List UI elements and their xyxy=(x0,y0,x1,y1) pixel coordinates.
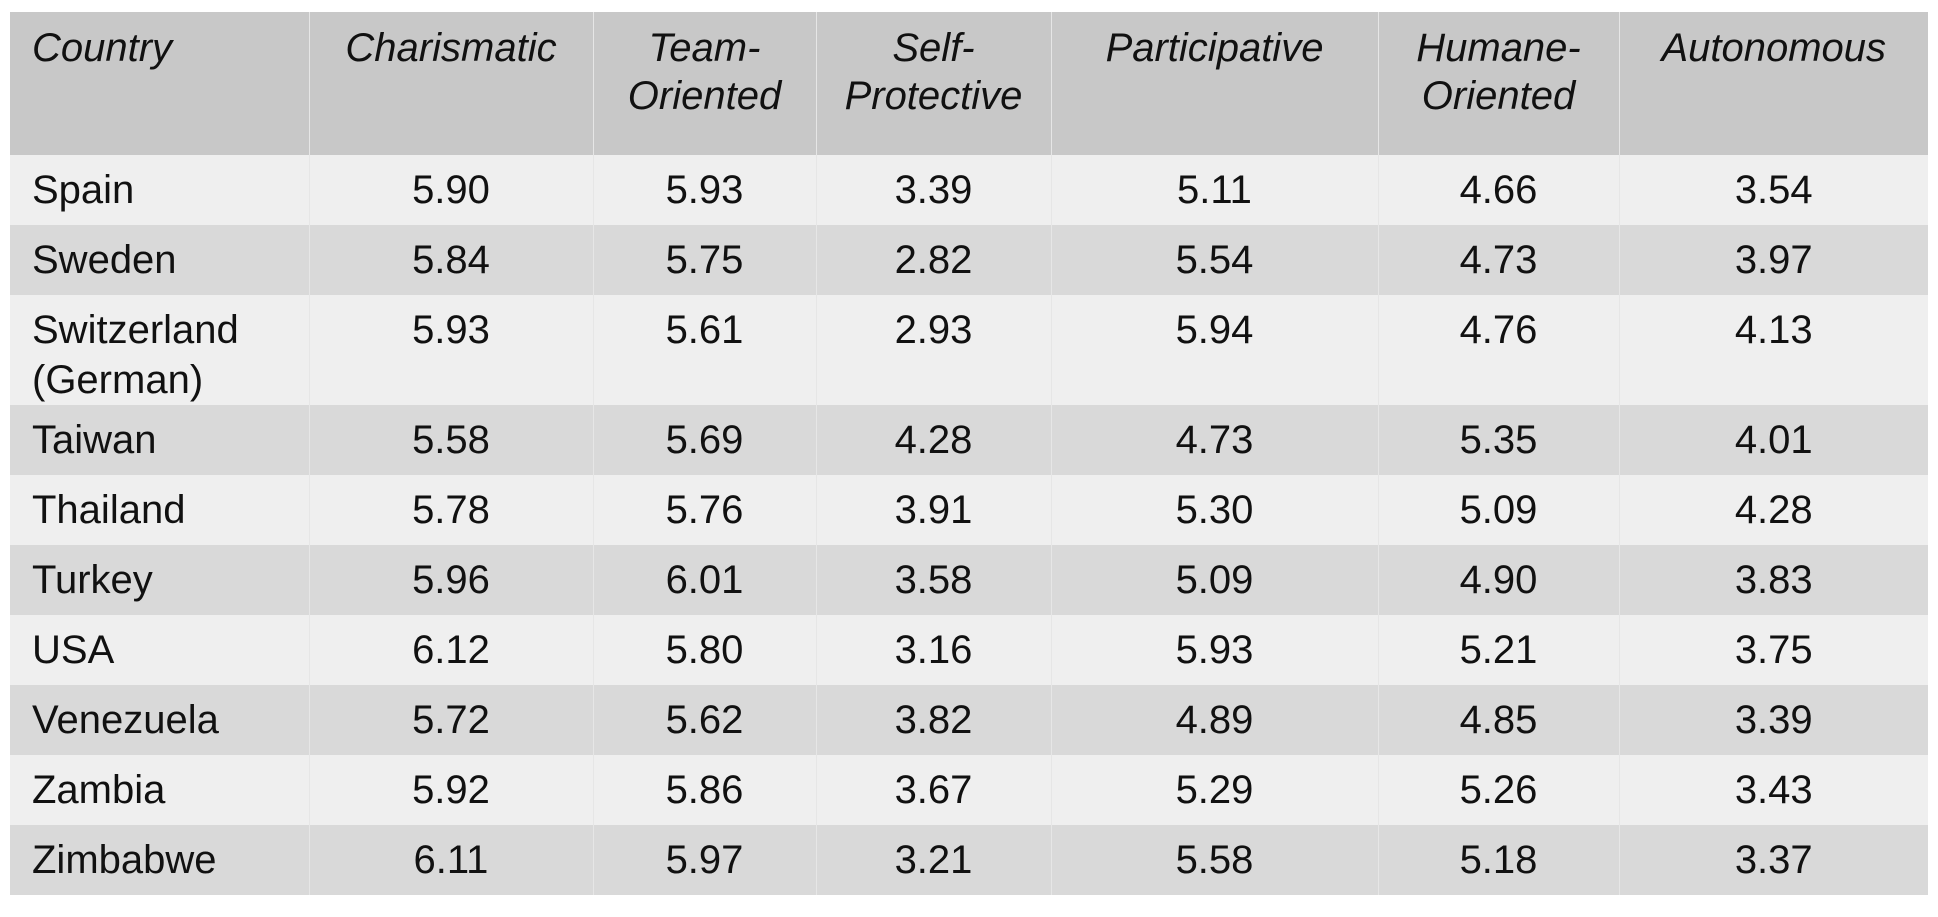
table-row: Venezuela 5.72 5.62 3.82 4.89 4.85 3.39 xyxy=(10,685,1928,755)
value-cell: 6.11 xyxy=(308,825,593,895)
value-cell: 4.13 xyxy=(1618,295,1928,405)
header-row: Country Charismatic Team- Oriented Self- Pr… xyxy=(10,12,1928,155)
value-cell: 3.39 xyxy=(1618,685,1928,755)
value-cell: 5.35 xyxy=(1377,405,1619,475)
value-cell: 5.93 xyxy=(592,155,816,225)
value-cell: 5.61 xyxy=(592,295,816,405)
value-cell: 5.58 xyxy=(308,405,593,475)
value-cell: 5.94 xyxy=(1050,295,1378,405)
country-cell: Taiwan xyxy=(10,405,309,475)
value-cell: 3.37 xyxy=(1618,825,1928,895)
country-cell: Sweden xyxy=(10,225,309,295)
table-row: USA 6.12 5.80 3.16 5.93 5.21 3.75 xyxy=(10,615,1928,685)
data-table: Country Charismatic Team- Oriented Self- Pr… xyxy=(10,12,1928,895)
value-cell: 5.09 xyxy=(1050,545,1378,615)
value-cell: 5.26 xyxy=(1377,755,1619,825)
country-cell: Turkey xyxy=(10,545,309,615)
header-cell: Self- Protective xyxy=(815,12,1051,155)
value-cell: 5.09 xyxy=(1377,475,1619,545)
value-cell: 3.91 xyxy=(815,475,1051,545)
table-row: Zambia 5.92 5.86 3.67 5.29 5.26 3.43 xyxy=(10,755,1928,825)
value-cell: 5.72 xyxy=(308,685,593,755)
value-cell: 5.93 xyxy=(308,295,593,405)
table-row: Sweden 5.84 5.75 2.82 5.54 4.73 3.97 xyxy=(10,225,1928,295)
value-cell: 5.96 xyxy=(308,545,593,615)
value-cell: 3.54 xyxy=(1618,155,1928,225)
value-cell: 5.18 xyxy=(1377,825,1619,895)
country-cell: Zambia xyxy=(10,755,309,825)
country-cell: Thailand xyxy=(10,475,309,545)
value-cell: 3.83 xyxy=(1618,545,1928,615)
value-cell: 4.89 xyxy=(1050,685,1378,755)
table-container: Country Charismatic Team- Oriented Self- Pr… xyxy=(10,12,1928,895)
value-cell: 5.21 xyxy=(1377,615,1619,685)
value-cell: 4.76 xyxy=(1377,295,1619,405)
table-row: Turkey 5.96 6.01 3.58 5.09 4.90 3.83 xyxy=(10,545,1928,615)
value-cell: 4.28 xyxy=(1618,475,1928,545)
value-cell: 5.30 xyxy=(1050,475,1378,545)
table-row: Spain 5.90 5.93 3.39 5.11 4.66 3.54 xyxy=(10,155,1928,225)
value-cell: 3.67 xyxy=(815,755,1051,825)
value-cell: 5.78 xyxy=(308,475,593,545)
value-cell: 6.12 xyxy=(308,615,593,685)
value-cell: 5.92 xyxy=(308,755,593,825)
value-cell: 5.76 xyxy=(592,475,816,545)
value-cell: 4.66 xyxy=(1377,155,1619,225)
table-body: Spain 5.90 5.93 3.39 5.11 4.66 3.54 Sweden 5.84 5… xyxy=(10,155,1928,895)
value-cell: 3.16 xyxy=(815,615,1051,685)
table-row: Thailand 5.78 5.76 3.91 5.30 5.09 4.28 xyxy=(10,475,1928,545)
value-cell: 3.97 xyxy=(1618,225,1928,295)
value-cell: 6.01 xyxy=(592,545,816,615)
value-cell: 5.29 xyxy=(1050,755,1378,825)
value-cell: 5.54 xyxy=(1050,225,1378,295)
value-cell: 4.28 xyxy=(815,405,1051,475)
value-cell: 3.39 xyxy=(815,155,1051,225)
header-cell: Humane- Oriented xyxy=(1377,12,1619,155)
table-row: Zimbabwe 6.11 5.97 3.21 5.58 5.18 3.37 xyxy=(10,825,1928,895)
value-cell: 3.43 xyxy=(1618,755,1928,825)
value-cell: 3.21 xyxy=(815,825,1051,895)
table-row: Taiwan 5.58 5.69 4.28 4.73 5.35 4.01 xyxy=(10,405,1928,475)
value-cell: 5.84 xyxy=(308,225,593,295)
value-cell: 3.75 xyxy=(1618,615,1928,685)
value-cell: 2.93 xyxy=(815,295,1051,405)
value-cell: 4.90 xyxy=(1377,545,1619,615)
header-cell: Charismatic xyxy=(308,12,593,155)
value-cell: 3.82 xyxy=(815,685,1051,755)
value-cell: 5.93 xyxy=(1050,615,1378,685)
value-cell: 4.73 xyxy=(1377,225,1619,295)
value-cell: 5.58 xyxy=(1050,825,1378,895)
value-cell: 3.58 xyxy=(815,545,1051,615)
value-cell: 5.86 xyxy=(592,755,816,825)
value-cell: 4.85 xyxy=(1377,685,1619,755)
header-cell: Autonomous xyxy=(1618,12,1928,155)
country-cell: USA xyxy=(10,615,309,685)
value-cell: 5.80 xyxy=(592,615,816,685)
header-cell: Participative xyxy=(1050,12,1378,155)
country-cell: Zimbabwe xyxy=(10,825,309,895)
country-cell: Venezuela xyxy=(10,685,309,755)
header-cell: Country xyxy=(10,12,309,155)
header-cell: Team- Oriented xyxy=(592,12,816,155)
country-cell: Spain xyxy=(10,155,309,225)
value-cell: 5.11 xyxy=(1050,155,1378,225)
value-cell: 2.82 xyxy=(815,225,1051,295)
value-cell: 5.90 xyxy=(308,155,593,225)
value-cell: 5.75 xyxy=(592,225,816,295)
value-cell: 5.62 xyxy=(592,685,816,755)
table-row: Switzerland (German) 5.93 5.61 2.93 5.94 4.76… xyxy=(10,295,1928,405)
value-cell: 5.69 xyxy=(592,405,816,475)
value-cell: 5.97 xyxy=(592,825,816,895)
value-cell: 4.73 xyxy=(1050,405,1378,475)
country-cell: Switzerland (German) xyxy=(10,295,309,405)
value-cell: 4.01 xyxy=(1618,405,1928,475)
